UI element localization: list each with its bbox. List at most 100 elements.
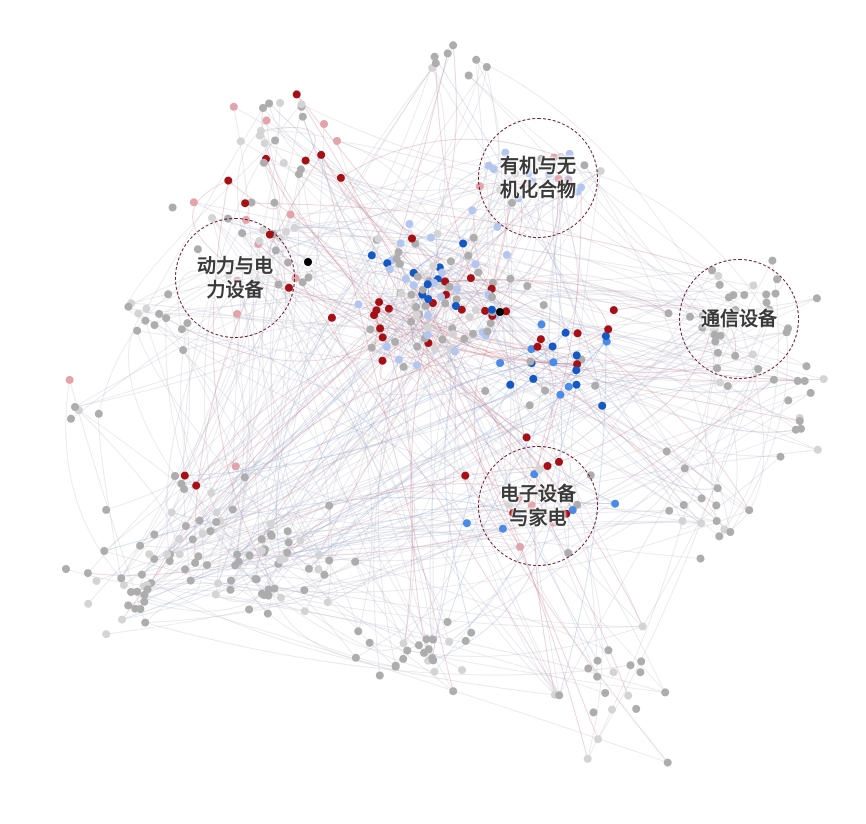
edge — [409, 59, 480, 225]
graph-node — [715, 532, 724, 541]
graph-node — [460, 334, 469, 343]
graph-node — [431, 345, 439, 353]
graph-node — [175, 534, 184, 543]
graph-node — [336, 173, 345, 182]
edge — [286, 552, 396, 668]
edge — [308, 361, 554, 570]
graph-node — [800, 377, 809, 385]
edge — [146, 582, 328, 603]
graph-node — [180, 471, 189, 480]
graph-node — [573, 329, 582, 338]
graph-node — [168, 203, 177, 212]
edge — [254, 174, 300, 580]
graph-node — [461, 471, 470, 480]
edge — [576, 379, 775, 506]
graph-node — [784, 396, 793, 405]
graph-node — [150, 321, 159, 330]
graph-node — [449, 687, 458, 696]
edge — [215, 550, 263, 599]
graph-node — [266, 530, 275, 539]
graph-node — [680, 464, 689, 473]
graph-node — [665, 506, 674, 515]
edge — [257, 243, 702, 499]
graph-node — [663, 758, 672, 767]
graph-node — [297, 100, 306, 109]
graph-node — [279, 159, 288, 167]
graph-node — [383, 259, 392, 268]
edge — [433, 265, 720, 537]
graph-node — [474, 268, 483, 277]
edge — [174, 341, 607, 477]
edge — [290, 66, 488, 215]
graph-node — [304, 258, 312, 266]
edge — [284, 531, 521, 559]
graph-node — [165, 557, 174, 565]
edge — [371, 323, 492, 373]
edge — [439, 285, 545, 319]
graph-node — [430, 52, 439, 61]
edge — [597, 316, 770, 740]
edge — [174, 323, 190, 477]
edge — [193, 201, 704, 317]
edge — [431, 67, 725, 530]
graph-node — [206, 527, 215, 536]
graph-node — [609, 668, 618, 677]
graph-node — [626, 661, 635, 670]
edge — [211, 284, 429, 494]
cluster-label: 通信设备 — [700, 308, 777, 330]
graph-node — [441, 299, 450, 308]
edge — [256, 281, 332, 603]
graph-node — [143, 585, 152, 594]
graph-node — [812, 294, 821, 303]
graph-node — [446, 257, 455, 266]
graph-node — [549, 358, 558, 367]
graph-node — [523, 282, 532, 290]
graph-node — [608, 705, 616, 714]
graph-node — [198, 529, 207, 538]
graph-node — [102, 630, 111, 639]
graph-node — [450, 347, 459, 356]
edge — [276, 255, 373, 560]
graph-node — [483, 327, 492, 336]
graph-node — [257, 546, 266, 555]
graph-node — [259, 158, 268, 167]
edge — [482, 331, 796, 433]
graph-node — [181, 565, 190, 574]
edge — [304, 589, 643, 627]
graph-node — [412, 303, 421, 312]
edge — [215, 251, 399, 595]
graph-node — [819, 375, 828, 384]
graph-node — [124, 302, 133, 311]
graph-node — [276, 98, 285, 107]
graph-node — [260, 591, 268, 600]
edge — [270, 284, 325, 576]
edge — [261, 107, 377, 311]
edge — [294, 227, 464, 244]
graph-node — [525, 401, 534, 410]
edge — [195, 309, 493, 486]
graph-node — [133, 326, 142, 335]
graph-node — [189, 198, 198, 207]
graph-node — [374, 234, 383, 243]
edge — [449, 286, 702, 524]
edge — [268, 165, 490, 596]
edge — [181, 483, 265, 555]
graph-node — [414, 641, 423, 650]
edge — [411, 45, 457, 239]
graph-node — [407, 290, 416, 299]
graph-node — [92, 577, 101, 585]
graph-node — [207, 488, 216, 497]
edge — [376, 309, 404, 338]
graph-node — [286, 210, 295, 219]
edge — [145, 622, 631, 676]
graph-node — [164, 290, 173, 299]
edge — [190, 510, 670, 581]
edge — [429, 348, 451, 659]
edge — [215, 346, 538, 523]
edge — [354, 252, 399, 563]
graph-node — [376, 324, 385, 333]
edge — [266, 120, 417, 315]
graph-node — [367, 343, 376, 352]
graph-node — [536, 335, 545, 344]
graph-node — [150, 555, 159, 563]
